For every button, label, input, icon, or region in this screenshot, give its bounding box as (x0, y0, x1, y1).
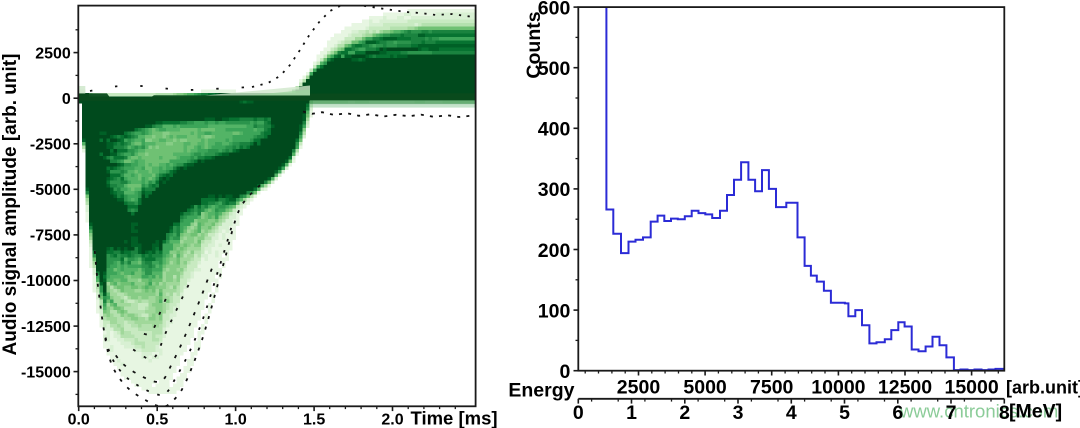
svg-text:-7500: -7500 (30, 228, 71, 245)
svg-text:0: 0 (62, 91, 71, 108)
svg-text:15000: 15000 (944, 377, 998, 399)
svg-text:Energy: Energy (508, 380, 574, 402)
svg-text:0: 0 (573, 402, 584, 424)
svg-text:300: 300 (538, 179, 571, 201)
svg-text:1.0: 1.0 (224, 412, 246, 428)
svg-text:www.cntronics.com: www.cntronics.com (899, 401, 1058, 422)
svg-text:Audio signal amplitude [arb. u: Audio signal amplitude [arb. unit] (0, 54, 21, 356)
svg-text:12500: 12500 (878, 377, 932, 399)
svg-text:2.0: 2.0 (381, 412, 403, 428)
svg-text:4: 4 (786, 402, 797, 424)
svg-text:0: 0 (559, 361, 570, 383)
svg-text:5: 5 (839, 402, 850, 424)
svg-text:1: 1 (626, 402, 637, 424)
svg-text:-15000: -15000 (21, 364, 71, 381)
svg-text:5000: 5000 (683, 377, 727, 399)
svg-text:400: 400 (538, 119, 571, 141)
svg-text:3: 3 (733, 402, 744, 424)
svg-text:100: 100 (538, 300, 571, 322)
svg-text:7500: 7500 (750, 377, 794, 399)
svg-text:[MeV]: [MeV] (1009, 401, 1062, 423)
svg-text:Time [ms]: Time [ms] (411, 408, 498, 428)
svg-text:7: 7 (946, 402, 957, 424)
svg-text:-5000: -5000 (30, 182, 71, 199)
svg-text:-10000: -10000 (21, 273, 71, 290)
svg-text:2500: 2500 (35, 45, 71, 62)
svg-text:2500: 2500 (617, 377, 661, 399)
svg-text:0.0: 0.0 (68, 412, 90, 428)
svg-text:1.5: 1.5 (303, 412, 325, 428)
svg-text:600: 600 (538, 0, 571, 19)
svg-text:[arb.unit]: [arb.unit] (1006, 378, 1080, 398)
svg-text:500: 500 (538, 58, 571, 80)
svg-text:200: 200 (538, 240, 571, 262)
svg-text:-2500: -2500 (30, 137, 71, 154)
svg-text:8: 8 (999, 402, 1010, 424)
svg-text:2: 2 (679, 402, 690, 424)
svg-text:10000: 10000 (811, 377, 865, 399)
svg-text:6: 6 (892, 402, 903, 424)
svg-text:-12500: -12500 (21, 319, 71, 336)
svg-text:Counts: Counts (523, 11, 545, 78)
svg-text:0.5: 0.5 (146, 412, 168, 428)
